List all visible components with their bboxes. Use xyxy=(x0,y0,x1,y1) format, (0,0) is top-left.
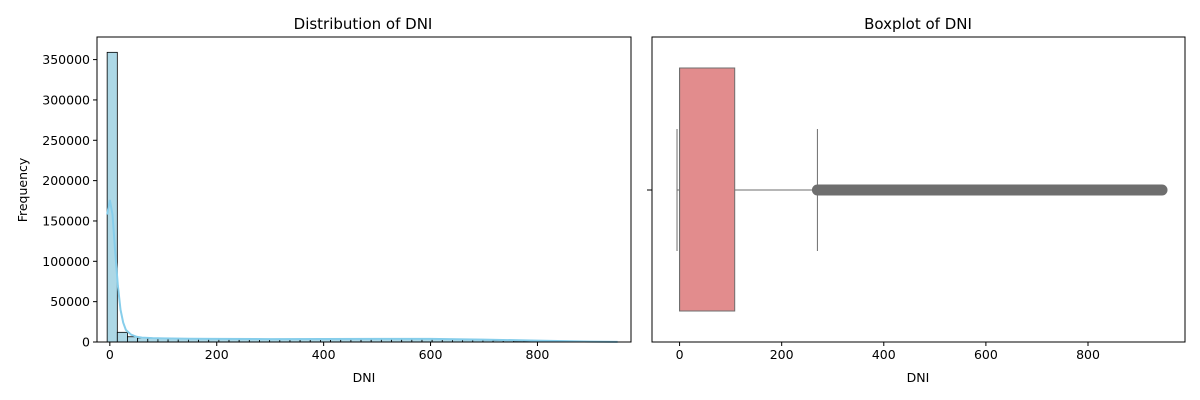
kde-line xyxy=(106,199,618,343)
y-tick-label: 200000 xyxy=(42,173,90,188)
y-tick-label: 300000 xyxy=(42,92,90,107)
boxplot-panel: Boxplot of DNI 0 200 400 600 800 DNI xyxy=(647,15,1186,385)
x-tick-label: 600 xyxy=(974,347,998,362)
histogram-y-axis-title: Frequency xyxy=(15,157,30,222)
x-tick-label: 400 xyxy=(872,347,896,362)
y-tick-label: 350000 xyxy=(42,52,90,67)
boxplot-elements xyxy=(676,67,1168,312)
histogram-panel: Distribution of DNI 0 200 400 600 800 0 50000… xyxy=(15,15,632,385)
x-tick-label: 800 xyxy=(526,347,550,362)
boxplot-x-axis-title: DNI xyxy=(907,370,930,385)
x-tick-label: 0 xyxy=(106,347,114,362)
y-tick-label: 50000 xyxy=(50,294,90,309)
histogram-x-axis-title: DNI xyxy=(353,370,376,385)
histogram-axes-frame xyxy=(96,36,632,343)
y-tick-label: 100000 xyxy=(42,254,90,269)
x-tick-label: 800 xyxy=(1076,347,1100,362)
histogram-bar xyxy=(106,51,118,343)
x-tick-label: 200 xyxy=(205,347,229,362)
box xyxy=(679,67,736,312)
x-tick-label: 600 xyxy=(419,347,443,362)
y-tick-label: 0 xyxy=(82,335,90,350)
boxplot-x-ticks: 0 200 400 600 800 xyxy=(676,342,1100,362)
x-tick-label: 0 xyxy=(676,347,684,362)
y-tick-label: 250000 xyxy=(42,133,90,148)
boxplot-title: Boxplot of DNI xyxy=(864,15,972,33)
histogram-bar xyxy=(116,331,128,343)
y-tick-label: 150000 xyxy=(42,213,90,228)
histogram-bars xyxy=(106,51,616,343)
boxplot-axes-frame xyxy=(651,36,1186,343)
histogram-x-ticks: 0 200 400 600 800 xyxy=(106,342,550,362)
x-tick-label: 400 xyxy=(312,347,336,362)
histogram-title: Distribution of DNI xyxy=(294,15,433,33)
x-tick-label: 200 xyxy=(770,347,794,362)
histogram-y-ticks: 0 50000 100000 150000 200000 250000 300000 3500… xyxy=(42,52,97,350)
